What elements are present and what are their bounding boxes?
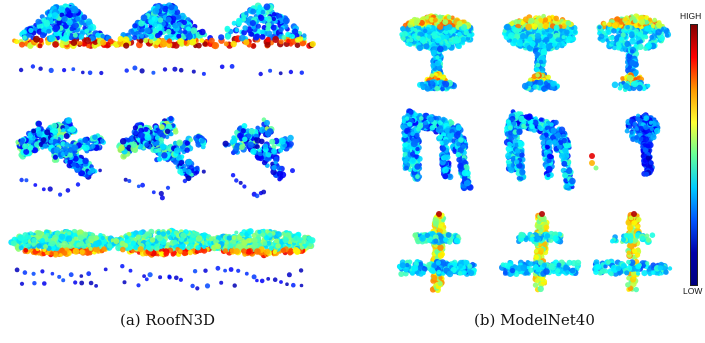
roofn3d-row2-col2 [116, 115, 208, 201]
modelnet40-row3-col1 [396, 211, 477, 294]
modelnet40-row2-col3 [589, 112, 661, 177]
modelnet40-row2-col1 [400, 108, 474, 192]
modelnet40-row1-col2 [502, 13, 579, 93]
modelnet40-row3-col3 [592, 211, 673, 293]
caption-modelnet40: (b) ModelNet40 [474, 311, 595, 329]
roofn3d-row3-col1 [8, 228, 116, 288]
colorbar-low-label: LOW [683, 286, 703, 296]
roofn3d-row3-col2 [111, 227, 218, 291]
caption-roofn3d: (a) RoofN3D [120, 311, 216, 329]
roofn3d-row1-col1 [12, 2, 119, 76]
roofn3d-row1-col2 [113, 2, 218, 76]
roofn3d-row3-col3 [211, 228, 316, 288]
modelnet40-row3-col2 [499, 211, 582, 293]
roofn3d-row2-col3 [222, 117, 295, 199]
roofn3d-row1-col3 [211, 2, 316, 77]
modelnet40-row1-col3 [596, 13, 672, 92]
roofn3d-row2-col1 [15, 117, 106, 197]
colorbar-high-label: HIGH [680, 11, 702, 21]
colorbar [690, 24, 698, 286]
modelnet40-row1-col1 [399, 13, 475, 92]
modelnet40-row2-col2 [503, 109, 576, 191]
